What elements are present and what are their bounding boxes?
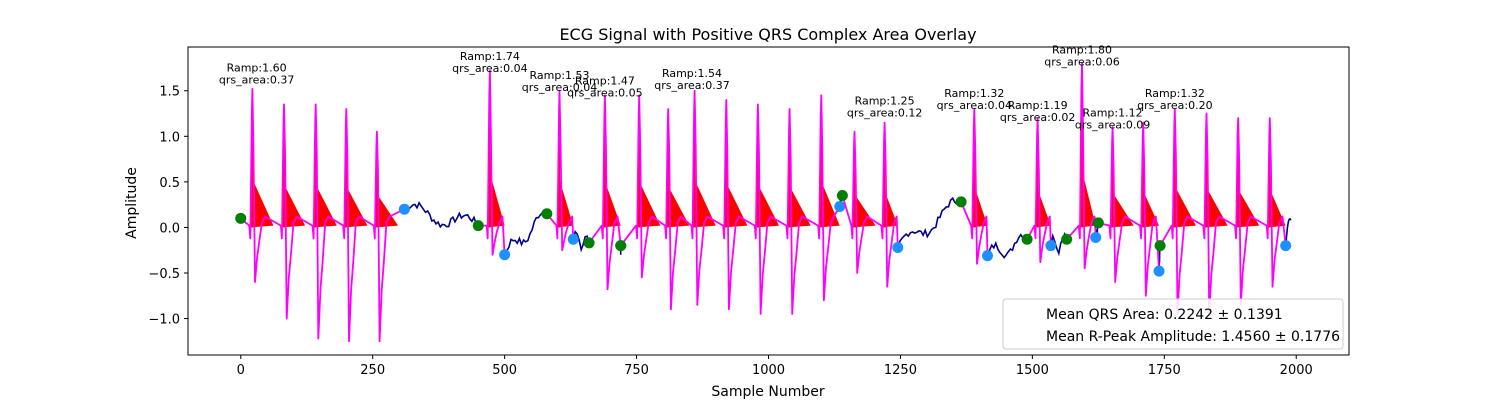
- qrs-onset-marker: [1092, 217, 1104, 229]
- qrs-onset-marker: [472, 220, 484, 232]
- peak-annotation-ramp: Ramp:1.19: [1008, 99, 1068, 112]
- qrs-offset-marker: [1045, 240, 1057, 252]
- peak-annotation-ramp: Ramp:1.60: [227, 62, 287, 75]
- qrs-onset-marker: [836, 190, 848, 202]
- baseline-signal-line: [503, 210, 548, 256]
- qrs-signal-line: [588, 94, 622, 291]
- qrs-onset-marker: [955, 196, 967, 208]
- qrs-onset-marker: [1154, 240, 1166, 252]
- peak-annotation-qrs-area: qrs_area:0.04: [937, 99, 1012, 112]
- chart-title: ECG Signal with Positive QRS Complex Are…: [559, 25, 976, 44]
- qrs-onset-marker: [583, 237, 595, 249]
- axis-ticks: 0 250 500 750 1000 1250 1500 1750 2000 −1.0 −0.5 0.…: [148, 85, 1312, 378]
- x-tick-label: 250: [360, 363, 385, 378]
- legend-box: [1002, 298, 1344, 350]
- qrs-area-fill: [250, 178, 274, 228]
- qrs-onset-marker: [1021, 233, 1033, 245]
- peak-annotation-qrs-area: qrs_area:0.12: [847, 106, 922, 119]
- peak-annotation-qrs-area: qrs_area:0.02: [1000, 111, 1075, 124]
- baseline-signal-line: [572, 230, 590, 253]
- x-axis-label: Sample Number: [711, 384, 824, 400]
- y-axis-label: Amplitude: [124, 167, 140, 239]
- peak-annotation-ramp: Ramp:1.32: [1145, 87, 1205, 100]
- peak-annotations: Ramp:1.60qrs_area:0.37Ramp:1.74qrs_area:…: [219, 43, 1213, 131]
- qrs-signal-line: [619, 89, 841, 315]
- qrs-onset-marker: [235, 212, 247, 224]
- qrs-area-fill: [724, 182, 748, 228]
- qrs-area-fill: [692, 179, 716, 228]
- qrs-signal-line: [1098, 121, 1160, 297]
- x-tick-label: 2000: [1280, 363, 1313, 378]
- peak-annotation-qrs-area: qrs_area:0.37: [654, 79, 729, 92]
- peak-annotation-qrs-area: qrs_area:0.04: [452, 62, 527, 75]
- qrs-signal-line: [1026, 117, 1052, 263]
- qrs-offset-marker: [834, 200, 846, 212]
- qrs-offset-marker: [892, 241, 904, 253]
- peak-annotation-ramp: Ramp:1.53: [529, 69, 589, 82]
- peak-annotation-ramp: Ramp:1.54: [662, 67, 722, 80]
- x-tick-label: 500: [492, 363, 517, 378]
- y-tick-label: 1.5: [159, 85, 180, 100]
- y-tick-label: −0.5: [148, 267, 180, 282]
- x-tick-label: 750: [624, 363, 649, 378]
- qrs-offset-marker: [398, 203, 410, 215]
- qrs-onset-marker: [541, 208, 553, 220]
- plot-frame: [187, 46, 1350, 356]
- baseline-signal-line: [403, 201, 479, 229]
- qrs-offset-marker: [567, 233, 579, 245]
- qrs-area-fill: [281, 184, 306, 228]
- peak-annotation-ramp: Ramp:1.80: [1052, 43, 1112, 56]
- peak-annotation-qrs-area: qrs_area:0.06: [1044, 55, 1119, 68]
- baseline-signal-line: [986, 233, 1028, 259]
- qrs-offset-marker: [1153, 265, 1165, 277]
- qrs-area-fill: [755, 184, 780, 228]
- qrs-offset-marker: [1280, 240, 1292, 252]
- qrs-offset-marker: [499, 249, 511, 261]
- qrs-signal-line: [546, 89, 575, 252]
- peak-annotation-qrs-area: qrs_area:0.04: [522, 81, 597, 94]
- qrs-signal-line: [841, 121, 899, 288]
- legend-entry-mean-r-peak-amplitude: Mean R-Peak Amplitude: 1.4560 ± 0.1776: [1046, 329, 1340, 345]
- baseline-signal-line: [1284, 217, 1292, 246]
- peak-annotation-qrs-area: qrs_area:0.09: [1075, 118, 1150, 131]
- y-tick-label: 0.0: [159, 221, 180, 236]
- qrs-offset-marker: [982, 250, 994, 262]
- peak-annotation-qrs-area: qrs_area:0.20: [1137, 99, 1212, 112]
- qrs-signal-line: [1066, 62, 1097, 270]
- qrs-onset-marker: [615, 240, 627, 252]
- qrs-area-fill: [374, 193, 399, 228]
- y-tick-label: −1.0: [148, 313, 180, 328]
- legend-entry-mean-qrs-area: Mean QRS Area: 0.2242 ± 0.1391: [1046, 307, 1283, 323]
- qrs-area-fill: [666, 185, 690, 228]
- peak-annotation-ramp: Ramp:1.12: [1083, 106, 1143, 119]
- x-tick-label: 1750: [1148, 363, 1181, 378]
- legend: Mean QRS Area: 0.2242 ± 0.1391 Mean R-Pe…: [1002, 298, 1344, 350]
- qrs-signal-line: [478, 69, 506, 256]
- peak-annotation-ramp: Ramp:1.32: [944, 87, 1004, 100]
- peak-annotation-ramp: Ramp:1.25: [855, 94, 915, 107]
- peak-annotation-qrs-area: qrs_area:0.37: [219, 74, 294, 87]
- peak-annotation-qrs-area: qrs_area:0.05: [567, 86, 642, 99]
- x-tick-label: 1500: [1016, 363, 1049, 378]
- y-tick-label: 1.0: [159, 130, 180, 145]
- qrs-signal-line: [240, 88, 405, 343]
- qrs-area-fill: [313, 184, 337, 228]
- qrs-offset-marker: [1090, 231, 1102, 243]
- plot-area: [235, 62, 1292, 343]
- x-tick-label: 1250: [884, 363, 917, 378]
- qrs-onset-marker: [1061, 233, 1073, 245]
- x-tick-label: 1000: [752, 363, 785, 378]
- qrs-signal-line: [1159, 108, 1287, 315]
- peak-annotation-ramp: Ramp:1.74: [460, 50, 520, 63]
- x-tick-label: 0: [237, 363, 245, 378]
- peak-annotation-ramp: Ramp:1.47: [575, 74, 635, 87]
- qrs-area-fill: [637, 181, 661, 228]
- y-tick-label: 0.5: [159, 176, 180, 191]
- qrs-signal-line: [960, 108, 989, 265]
- baseline-signal-line: [897, 196, 962, 248]
